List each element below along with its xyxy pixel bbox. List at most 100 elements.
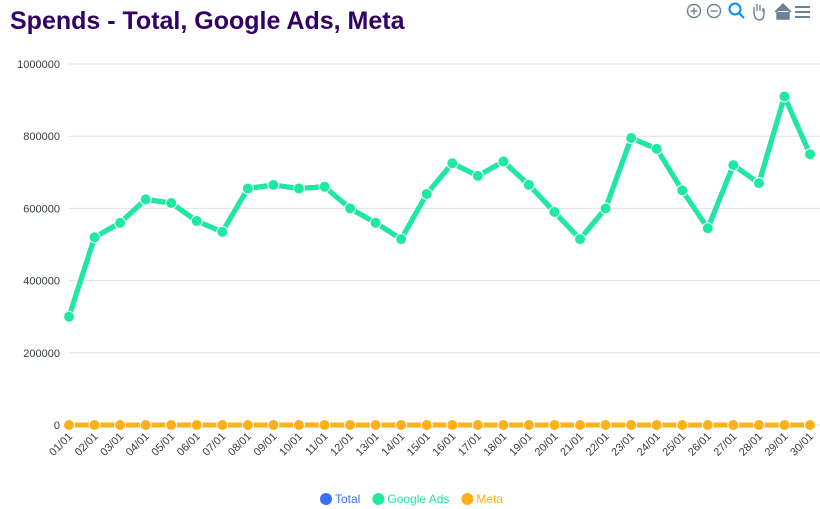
data-point	[701, 222, 714, 235]
x-tick-label: 20/01	[533, 431, 561, 459]
data-point	[395, 233, 408, 246]
data-point	[548, 206, 561, 219]
data-point	[446, 157, 459, 170]
x-tick-label: 03/01	[98, 431, 126, 459]
pan[interactable]	[753, 4, 765, 21]
y-tick-label: 600000	[23, 203, 60, 215]
data-point	[650, 419, 663, 431]
data-point	[63, 310, 75, 323]
data-point	[318, 419, 331, 431]
legend-marker	[320, 493, 332, 505]
x-tick-label: 16/01	[430, 431, 458, 459]
data-point	[727, 419, 740, 431]
data-point	[676, 184, 689, 197]
x-tick-label: 02/01	[73, 431, 101, 459]
data-point	[778, 419, 791, 431]
data-point	[292, 419, 305, 431]
data-point	[267, 419, 280, 431]
toolbar	[686, 2, 810, 21]
x-tick-label: 27/01	[712, 431, 740, 459]
data-point	[522, 419, 535, 431]
data-point	[625, 132, 638, 145]
x-tick-label: 21/01	[558, 431, 586, 459]
data-point	[88, 231, 101, 244]
zoom-select[interactable]	[728, 2, 745, 19]
x-tick-label: 04/01	[124, 431, 152, 459]
data-point	[420, 187, 433, 200]
x-tick-label: 08/01	[226, 431, 254, 459]
x-tick-label: 23/01	[609, 431, 637, 459]
x-tick-label: 28/01	[737, 431, 765, 459]
data-point	[420, 419, 433, 431]
data-point	[522, 178, 535, 191]
data-point	[574, 233, 587, 246]
data-point	[369, 419, 382, 431]
data-point	[88, 419, 101, 431]
legend-label: Meta	[476, 492, 503, 506]
data-point	[344, 202, 357, 215]
x-tick-label: 15/01	[405, 431, 433, 459]
x-tick-label: 12/01	[328, 431, 356, 459]
x-tick-label: 14/01	[379, 431, 407, 459]
zoom-out[interactable]	[706, 3, 722, 19]
data-point	[752, 177, 765, 190]
x-tick-label: 11/01	[303, 431, 330, 458]
data-point	[139, 193, 152, 206]
data-point	[497, 419, 510, 431]
x-tick-label: 25/01	[660, 431, 688, 459]
data-point	[548, 419, 561, 431]
data-point	[471, 169, 484, 182]
x-tick-label: 09/01	[252, 431, 280, 459]
data-point	[752, 419, 765, 431]
data-point	[625, 419, 638, 431]
data-point	[165, 419, 178, 431]
data-point	[446, 419, 459, 431]
y-tick-label: 1000000	[17, 59, 60, 71]
data-point	[63, 419, 75, 431]
reset[interactable]	[774, 3, 792, 20]
x-tick-label: 26/01	[686, 431, 714, 459]
data-point	[599, 202, 612, 215]
x-tick-label: 05/01	[149, 431, 177, 459]
data-point	[241, 182, 254, 195]
legend-label: Total	[335, 492, 360, 506]
data-point	[190, 419, 203, 431]
data-point	[292, 182, 305, 195]
data-point	[727, 159, 740, 172]
data-point	[395, 419, 408, 431]
menu[interactable]	[795, 6, 810, 18]
data-point	[216, 419, 229, 431]
x-tick-label: 10/01	[277, 431, 305, 459]
y-tick-label: 200000	[23, 348, 60, 360]
series-line	[66, 93, 813, 318]
x-tick-label: 24/01	[635, 431, 663, 459]
data-point	[574, 419, 587, 431]
legend-marker	[372, 493, 385, 505]
data-point	[216, 225, 229, 238]
data-point	[318, 180, 331, 193]
data-point	[599, 419, 612, 431]
data-point	[165, 196, 178, 209]
y-tick-label: 400000	[23, 276, 60, 288]
data-point	[114, 216, 127, 229]
x-tick-label: 17/01	[456, 431, 484, 459]
data-point	[190, 215, 203, 228]
y-tick-label: 0	[54, 420, 60, 432]
x-tick-label: 22/01	[584, 431, 612, 459]
zoom-in[interactable]	[686, 3, 702, 19]
x-tick-label: 19/01	[507, 431, 535, 459]
data-point	[676, 419, 689, 431]
y-tick-label: 800000	[23, 131, 60, 143]
legend-label: Google Ads	[387, 492, 449, 506]
x-tick-label: 18/01	[482, 431, 510, 459]
data-point	[139, 419, 152, 431]
x-tick-label: 07/01	[200, 431, 228, 459]
data-point	[241, 419, 254, 431]
x-tick-label: 01/01	[47, 431, 75, 459]
data-point	[267, 178, 280, 191]
x-tick-label: 29/01	[763, 431, 791, 459]
data-point	[114, 419, 127, 431]
data-point	[497, 155, 510, 168]
x-tick-label: 13/01	[354, 431, 382, 459]
